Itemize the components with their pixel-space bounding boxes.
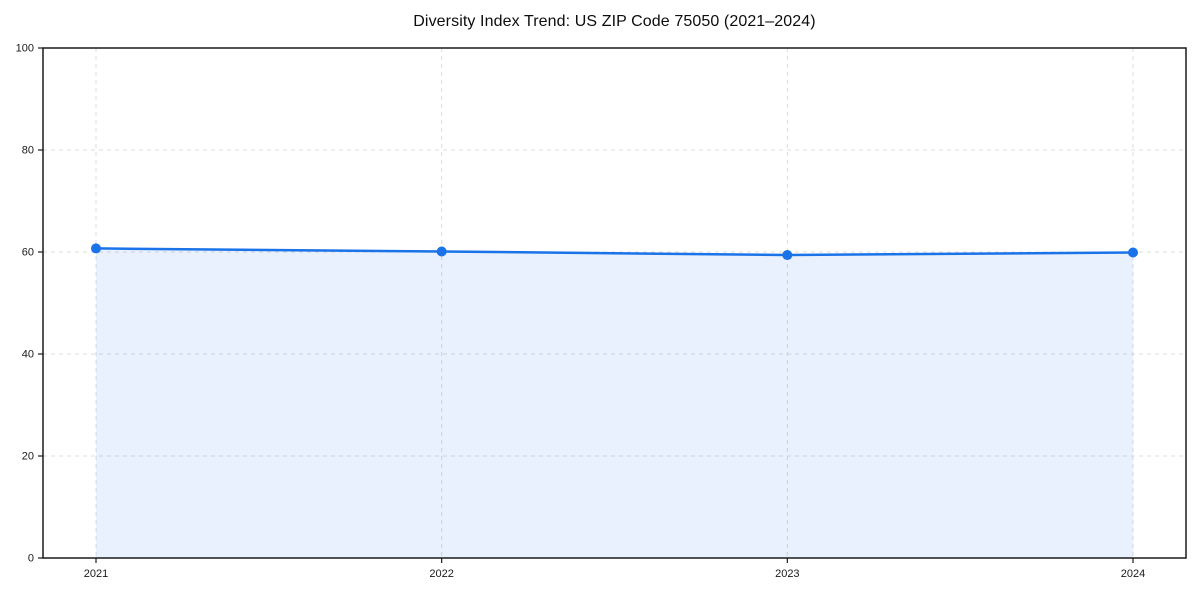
- x-tick-label: 2023: [775, 568, 799, 580]
- x-tick-label: 2021: [84, 568, 108, 580]
- trend-line: [94, 247, 1135, 257]
- y-tick-label: 60: [22, 247, 34, 259]
- y-tick-label: 20: [22, 451, 34, 463]
- y-tick-label: 0: [28, 553, 34, 565]
- chart-title: Diversity Index Trend: US ZIP Code 75050…: [413, 13, 816, 30]
- x-tick-label: 2022: [429, 568, 453, 580]
- x-tick-label: 2024: [1121, 568, 1145, 580]
- data-point-2023: [782, 250, 793, 261]
- data-point-2021: [91, 243, 101, 254]
- data-point-2024: [1128, 247, 1138, 258]
- data-point-2022: [436, 246, 447, 257]
- axis-frame: [42, 47, 1187, 559]
- y-tick-label: 80: [22, 145, 34, 157]
- y-tick-label: 40: [22, 349, 34, 361]
- y-tick-label: 100: [16, 43, 34, 55]
- area-fill: [96, 248, 1133, 558]
